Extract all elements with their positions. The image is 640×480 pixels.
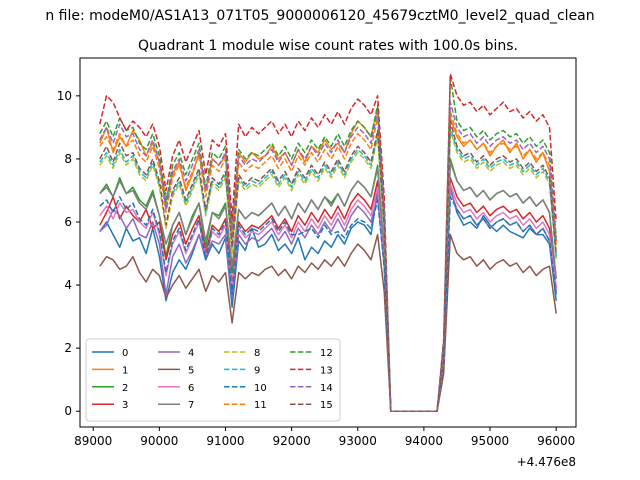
series-line-5	[99, 233, 557, 412]
x-tick-label: 91000	[206, 434, 244, 448]
x-tick-label: 92000	[273, 434, 311, 448]
legend-label: 9	[254, 365, 260, 376]
y-tick-label: 0	[64, 404, 72, 418]
series-line-14	[99, 101, 557, 412]
legend-label: 6	[188, 383, 194, 394]
legend-label: 2	[122, 383, 128, 394]
legend-label: 4	[188, 348, 194, 359]
legend-label: 10	[254, 383, 267, 394]
y-tick-label: 4	[64, 278, 72, 292]
y-tick-label: 2	[64, 341, 72, 355]
y-axis: 0 2 4 6 8 10	[57, 89, 80, 418]
legend-label: 0	[122, 348, 128, 359]
x-tick-label: 90000	[140, 434, 178, 448]
x-tick-label: 95000	[471, 434, 509, 448]
axes-frame	[79, 57, 577, 428]
legend-label: 12	[320, 348, 333, 359]
series-line-7	[99, 161, 557, 412]
chart-title: Quadrant 1 module wise count rates with …	[138, 38, 518, 54]
y-tick-label: 8	[64, 152, 72, 166]
plot-area	[99, 73, 557, 412]
y-tick-label: 6	[64, 215, 72, 229]
x-axis: 89000 90000 91000 92000 93000 94000 95000 96000	[74, 427, 575, 448]
series-line-6	[99, 183, 557, 412]
x-tick-label: 94000	[405, 434, 443, 448]
series-line-8	[99, 129, 557, 412]
x-tick-label: 96000	[537, 434, 575, 448]
series-line-12	[99, 76, 557, 412]
x-offset-label: +4.476e8	[517, 455, 576, 469]
y-tick-label: 10	[57, 89, 72, 103]
figure-suptitle: n file: modeM0/AS1A13_071T05_9000006120_…	[45, 8, 594, 24]
legend-label: 3	[122, 400, 128, 411]
legend-label: 14	[320, 383, 333, 394]
legend-label: 1	[122, 365, 128, 376]
x-tick-label: 93000	[339, 434, 377, 448]
series-line-10	[99, 196, 557, 412]
legend-label: 5	[188, 365, 194, 376]
series-line-11	[99, 110, 557, 412]
legend-label: 7	[188, 400, 194, 411]
series-line-13	[99, 73, 557, 412]
series-line-15	[99, 120, 557, 412]
series-line-3	[99, 177, 557, 412]
legend-box	[85, 338, 341, 422]
legend-label: 15	[320, 400, 333, 411]
legend-label: 11	[254, 400, 267, 411]
legend-label: 13	[320, 365, 333, 376]
legend-label: 8	[254, 348, 260, 359]
x-tick-label: 89000	[74, 434, 112, 448]
